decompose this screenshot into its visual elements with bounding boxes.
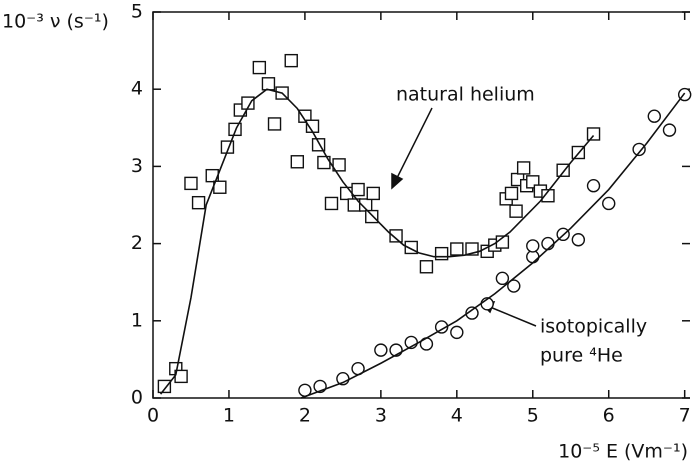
circle-point [586,178,601,193]
square-point [509,204,523,218]
square-point [339,186,354,201]
circle-point [662,123,677,137]
square-point [351,182,365,197]
x-tick-label: 0 [147,405,159,427]
square-point [516,161,531,175]
circle-point [495,271,510,286]
circle-point [526,239,540,253]
fit-curve [159,88,595,395]
square-point [290,155,305,169]
square-point [450,242,464,256]
x-tick-label: 3 [375,405,387,427]
circle-point [507,279,521,293]
square-point [252,60,267,75]
x-tick-label: 1 [223,405,235,427]
y-axis-label: 10⁻³ ν (s⁻¹) [2,11,109,33]
annotation: natural helium [396,84,535,106]
arrow [395,107,433,181]
circle-point [434,320,449,334]
square-point [586,127,601,141]
arrow-head [391,172,404,190]
x-axis-label: 10⁻⁵ E (Vm⁻¹) [558,441,688,463]
square-point [365,209,379,224]
annotation: isotopically [540,316,647,338]
circle-point [374,343,388,357]
x-tick-label: 4 [451,405,463,427]
x-tick-label: 2 [299,405,311,427]
square-point [434,246,449,261]
arrow [489,306,537,327]
square-point [504,186,519,201]
x-tick-label: 7 [679,405,691,427]
y-tick-label: 3 [131,155,143,177]
fit-curve [300,92,686,399]
x-tick-label: 6 [603,405,615,427]
y-tick-label: 1 [131,309,143,331]
annotation: pure ⁴He [540,345,623,367]
circle-point [602,196,616,211]
circle-point [541,236,555,251]
circle-point [647,109,662,123]
y-tick-label: 4 [131,78,143,100]
square-point [332,158,346,172]
circle-point [465,306,479,320]
square-point [157,379,172,394]
y-tick-label: 2 [131,232,143,254]
square-point [541,189,555,203]
y-tick-label: 0 [131,387,143,409]
square-point [389,229,403,243]
square-point [366,186,380,201]
y-tick-label: 5 [131,1,143,23]
x-tick-label: 5 [527,405,539,427]
circle-point [571,233,586,247]
square-point [298,109,312,123]
square-point [419,260,434,274]
square-point [184,176,198,191]
square-point [267,117,282,131]
axes [152,11,690,399]
square-point [191,195,206,210]
circle-point [450,325,464,340]
circle-point [632,142,646,157]
square-point [324,196,339,211]
square-point [284,53,298,68]
square-point [261,77,276,91]
